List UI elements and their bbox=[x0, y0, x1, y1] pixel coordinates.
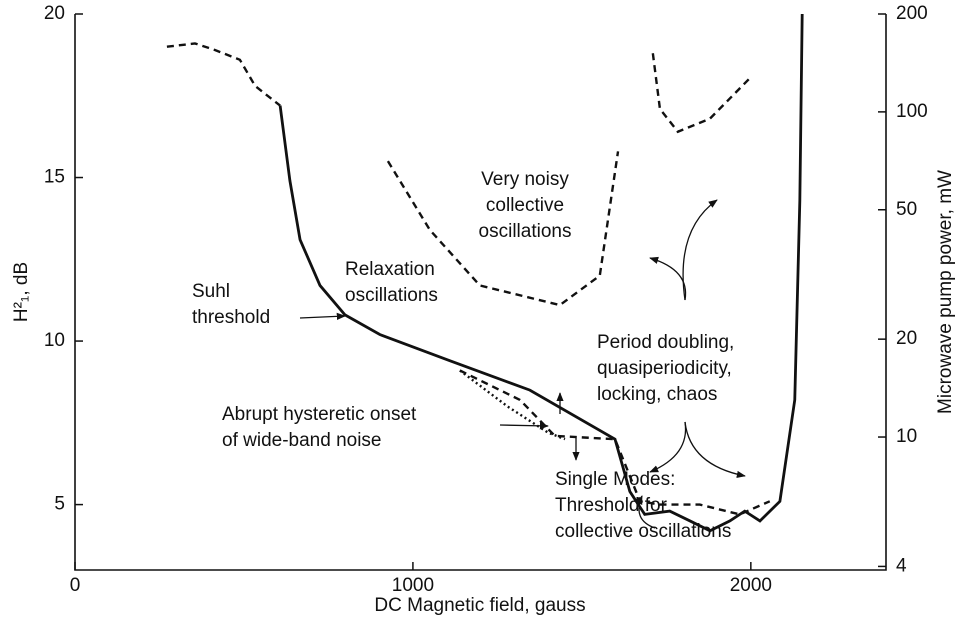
annotation: Relaxation bbox=[345, 259, 435, 280]
arrow bbox=[649, 256, 687, 301]
axes-frame bbox=[74, 14, 887, 571]
annotation: Suhl bbox=[192, 281, 230, 302]
y2-tick-label: 100 bbox=[896, 101, 928, 122]
y-tick-label: 10 bbox=[44, 330, 65, 351]
curve bbox=[651, 53, 753, 134]
annotation: Very noisy bbox=[481, 169, 569, 190]
arrow bbox=[499, 422, 549, 430]
y-axis-label: H²₁, dB bbox=[11, 262, 32, 322]
x-tick-label: 2000 bbox=[730, 575, 772, 596]
annotation: quasiperiodicity, bbox=[597, 358, 732, 379]
curve bbox=[459, 369, 771, 516]
annotation-arrows bbox=[299, 199, 746, 529]
y2-tick-label: 50 bbox=[896, 199, 917, 220]
y-tick-label: 15 bbox=[44, 167, 65, 188]
annotation: Abrupt hysteretic onset bbox=[222, 404, 417, 425]
arrow bbox=[684, 421, 746, 478]
annotation: Single Modes: bbox=[555, 469, 675, 490]
annotation: Threshold for bbox=[555, 495, 668, 516]
annotation: collective bbox=[486, 195, 564, 216]
annotation: collective oscillations bbox=[555, 521, 731, 542]
annotation: oscillations bbox=[479, 221, 572, 242]
y2-tick-label: 10 bbox=[896, 426, 917, 447]
annotation: locking, chaos bbox=[597, 384, 717, 405]
arrow bbox=[299, 312, 346, 321]
y2-axis-label: Microwave pump power, mW bbox=[935, 170, 956, 414]
y-tick-label: 20 bbox=[44, 3, 65, 24]
annotation: oscillations bbox=[345, 285, 438, 306]
curve bbox=[278, 13, 804, 533]
annotation: Period doubling, bbox=[597, 332, 734, 353]
arrow bbox=[649, 421, 687, 473]
curve bbox=[166, 42, 281, 107]
annotation: of wide-band noise bbox=[222, 430, 382, 451]
curve bbox=[386, 151, 620, 307]
y2-tick-label: 4 bbox=[896, 555, 907, 576]
y2-tick-label: 20 bbox=[896, 328, 917, 349]
y-tick-label: 5 bbox=[54, 494, 65, 515]
x-tick-label: 1000 bbox=[392, 575, 434, 596]
x-tick-label: 0 bbox=[70, 575, 81, 596]
arrow bbox=[682, 199, 718, 301]
annotation: threshold bbox=[192, 307, 270, 328]
y2-tick-label: 200 bbox=[896, 3, 928, 24]
x-axis-label: DC Magnetic field, gauss bbox=[374, 595, 585, 616]
